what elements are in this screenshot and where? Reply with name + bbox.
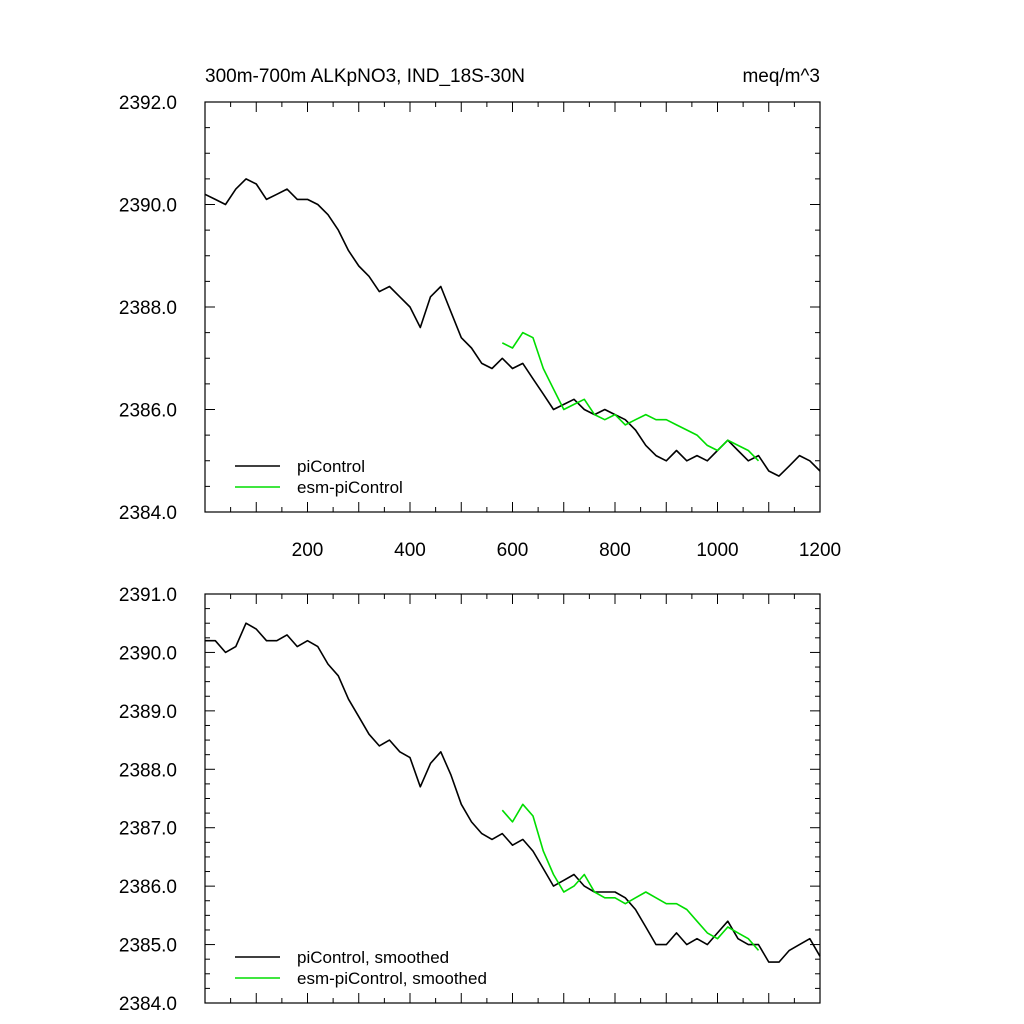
y-tick-label: 2392.0 — [119, 93, 177, 114]
y-tick-label: 2390.0 — [119, 643, 177, 664]
chart-title: 300m-700m ALKpNO3, IND_18S-30N — [205, 66, 525, 87]
y-tick-label: 2386.0 — [119, 401, 177, 422]
y-tick-label: 2388.0 — [119, 298, 177, 319]
y-tick-label: 2391.0 — [119, 585, 177, 606]
x-tick-label: 1000 — [696, 540, 738, 561]
y-tick-label: 2388.0 — [119, 760, 177, 781]
legend-label: piControl — [297, 457, 365, 476]
legend-label: piControl, smoothed — [297, 948, 449, 967]
y-tick-label: 2385.0 — [119, 936, 177, 957]
y-tick-label: 2384.0 — [119, 503, 177, 524]
y-tick-label: 2389.0 — [119, 702, 177, 723]
top-chart-panel: 2384.0 2386.0 2388.0 2390.0 2392.0 200 400 600 8… — [119, 66, 841, 561]
y-tick-label: 2390.0 — [119, 196, 177, 217]
legend-label: esm-piControl — [297, 478, 403, 497]
series-line-esm-picontrol — [501, 331, 760, 462]
series-line-esm-picontrol-smoothed — [501, 803, 760, 951]
legend-label: esm-piControl, smoothed — [297, 969, 487, 988]
series-line-picontrol-smoothed — [205, 622, 821, 963]
x-tick-label: 800 — [599, 540, 631, 561]
plot-frame — [204, 101, 821, 513]
x-tick-label: 400 — [394, 540, 426, 561]
bottom-chart-panel: 2384.0 2385.0 2386.0 2387.0 2388.0 2389.0 2390… — [119, 585, 821, 1015]
series-line-picontrol — [204, 178, 821, 477]
y-tick-label: 2386.0 — [119, 877, 177, 898]
y-tick-label: 2384.0 — [119, 994, 177, 1015]
x-tick-label: 600 — [497, 540, 529, 561]
plot-frame — [204, 593, 821, 1004]
chart-units: meq/m^3 — [742, 66, 820, 87]
x-tick-label: 200 — [292, 540, 324, 561]
x-tick-label: 1200 — [799, 540, 841, 561]
y-tick-label: 2387.0 — [119, 819, 177, 840]
